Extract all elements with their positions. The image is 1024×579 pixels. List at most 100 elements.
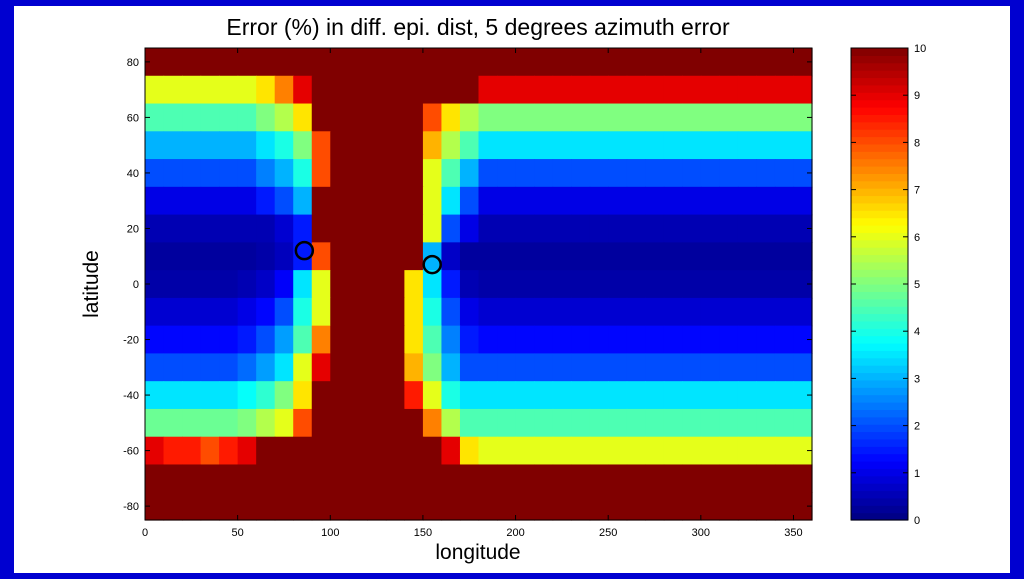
heatmap-cell [626, 270, 646, 299]
heatmap-cell [719, 325, 739, 355]
heatmap-cell [145, 408, 165, 438]
heatmap-cell [163, 186, 183, 216]
heatmap-cell [200, 75, 220, 105]
heatmap-cell [663, 408, 683, 438]
heatmap-cell [793, 186, 813, 216]
colorbar-segment [851, 306, 908, 315]
heatmap-cell [608, 436, 628, 466]
heatmap-cell [348, 297, 368, 327]
heatmap-cell [774, 103, 795, 132]
heatmap-cell [589, 492, 609, 521]
heatmap-cell [571, 464, 591, 493]
y-tick-label: -40 [123, 390, 139, 402]
heatmap-cell [756, 75, 776, 105]
heatmap-cell [311, 48, 331, 77]
heatmap-cell [515, 436, 535, 466]
colorbar-segment [851, 365, 908, 374]
heatmap-cell [515, 131, 535, 160]
heatmap-cell [441, 214, 461, 243]
heatmap-cell [330, 297, 350, 327]
heatmap-cell [793, 270, 813, 299]
heatmap-cell [515, 48, 535, 77]
heatmap-cell [441, 381, 461, 410]
heatmap-cell [478, 48, 498, 77]
heatmap-cell [441, 464, 461, 493]
heatmap-cell [793, 436, 813, 466]
heatmap-cell [700, 103, 720, 132]
heatmap-cell [385, 186, 405, 216]
heatmap-cell [163, 436, 183, 466]
heatmap-cell [756, 48, 776, 77]
heatmap-cell [219, 159, 239, 188]
heatmap-cell [367, 103, 387, 132]
heatmap-cell [367, 159, 387, 188]
heatmap-cell [700, 214, 720, 243]
heatmap-cell [256, 186, 276, 216]
heatmap-cell [367, 48, 387, 77]
heatmap-cell [237, 186, 257, 216]
heatmap-cell [182, 75, 202, 105]
heatmap-cell [459, 48, 480, 77]
heatmap-cell [682, 464, 702, 493]
heatmap-cell [459, 464, 480, 493]
colorbar-segment [851, 402, 908, 410]
heatmap-cell [311, 214, 331, 243]
heatmap-cell [626, 131, 646, 160]
heatmap-cell [719, 75, 739, 105]
heatmap-cell [385, 131, 405, 160]
heatmap-cell [589, 408, 609, 438]
heatmap-cell [793, 325, 813, 355]
heatmap-cell [515, 103, 535, 132]
heatmap-cell [293, 103, 313, 132]
heatmap-cell [385, 214, 405, 243]
heatmap-cell [385, 492, 405, 521]
heatmap-cell [645, 103, 665, 132]
heatmap-cell [422, 131, 443, 160]
colorbar-segment [851, 55, 908, 64]
heatmap-cell [274, 214, 294, 243]
heatmap-cell [274, 270, 294, 299]
heatmap-cell [756, 408, 776, 438]
heatmap-cell [719, 381, 739, 410]
heatmap-cell [793, 159, 813, 188]
heatmap-cell [774, 242, 795, 271]
heatmap-cell [200, 270, 220, 299]
heatmap-cell [515, 325, 535, 355]
heatmap-cell [330, 408, 350, 438]
colorbar-segment [851, 328, 908, 337]
heatmap-cell [700, 270, 720, 299]
heatmap-cell [422, 186, 443, 216]
heatmap-cell [367, 408, 387, 438]
colorbar-segment [851, 269, 908, 278]
heatmap-cell [645, 353, 665, 382]
heatmap-cell [663, 48, 683, 77]
heatmap-cell [737, 75, 758, 105]
heatmap-cell [348, 436, 368, 466]
heatmap-cell [219, 297, 239, 327]
heatmap-cell [497, 492, 517, 521]
heatmap-cell [589, 381, 609, 410]
heatmap-cell [774, 270, 795, 299]
colorbar-segment [851, 70, 908, 79]
heatmap-cell [497, 186, 517, 216]
heatmap-cell [626, 492, 646, 521]
heatmap-cell [700, 297, 720, 327]
heatmap-cell [200, 325, 220, 355]
heatmap-cell [700, 186, 720, 216]
heatmap-cell [645, 325, 665, 355]
heatmap-cell [589, 464, 609, 493]
heatmap-cell [459, 353, 480, 382]
heatmap-cell [663, 186, 683, 216]
heatmap-cell [608, 242, 628, 271]
heatmap-cell [700, 381, 720, 410]
heatmap-cell [385, 103, 405, 132]
heatmap-cell [459, 103, 480, 132]
colorbar-segment [851, 99, 908, 108]
heatmap-cell [626, 381, 646, 410]
heatmap-cell [682, 492, 702, 521]
heatmap-cell [534, 214, 554, 243]
heatmap-cell [663, 131, 683, 160]
colorbar-tick-label: 2 [914, 421, 920, 433]
heatmap-cell [163, 103, 183, 132]
colorbar-segment [851, 438, 908, 447]
